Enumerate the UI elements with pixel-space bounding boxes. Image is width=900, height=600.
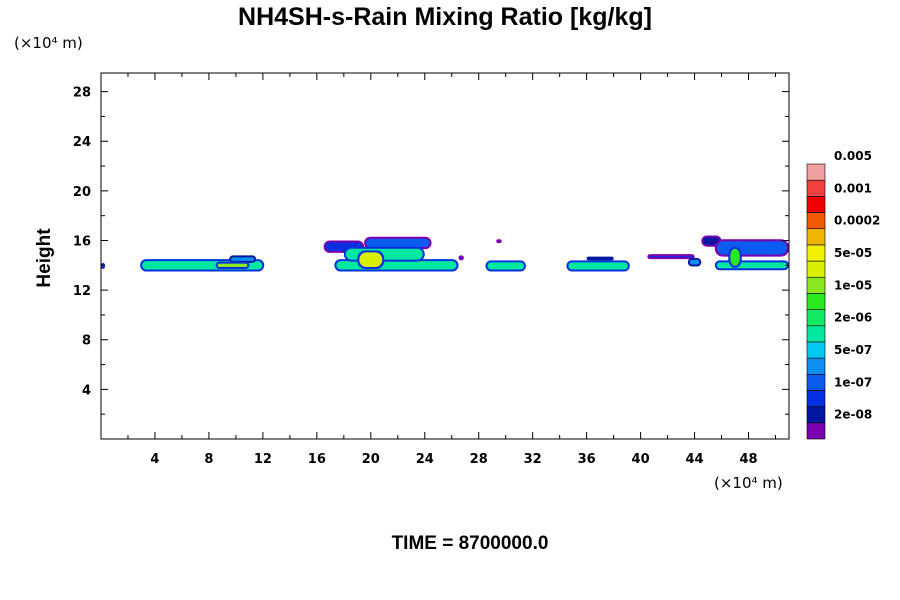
colorbar-swatch xyxy=(806,212,826,230)
colorbar-swatch xyxy=(806,260,826,278)
contour-region-2 xyxy=(231,257,255,261)
colorbar-swatch xyxy=(806,163,826,181)
colorbar-label: 2e-06 xyxy=(834,311,872,325)
contour-region-15 xyxy=(689,259,700,265)
y-tick-label: 12 xyxy=(73,284,91,299)
contour-region-17 xyxy=(716,241,787,255)
colorbar-swatch xyxy=(806,309,826,327)
colorbar-label: 1e-07 xyxy=(834,375,872,389)
x-axis-unit: (×10⁴ m) xyxy=(714,474,783,492)
x-axis-ticks: 4 8 12 16 20 24 28 32 36 40 44 48 xyxy=(100,73,777,467)
contour-region-edge-10 xyxy=(496,239,502,243)
colorbar-label: 2e-08 xyxy=(834,408,872,422)
y-axis-unit: (×10⁴ m) xyxy=(14,34,83,52)
x-tick-label: 20 xyxy=(362,452,380,467)
y-tick-label: 16 xyxy=(73,234,91,249)
x-tick-label: 32 xyxy=(524,452,542,467)
contour-region-12 xyxy=(568,262,628,270)
contour-region-9 xyxy=(460,257,462,259)
x-tick-label: 28 xyxy=(470,452,488,467)
colorbar-label: 0.005 xyxy=(834,149,872,163)
y-tick-label: 20 xyxy=(73,185,91,200)
colorbar-swatch xyxy=(806,293,826,310)
x-tick-label: 36 xyxy=(578,452,596,467)
x-tick-label: 48 xyxy=(739,452,757,467)
x-tick-label: 44 xyxy=(686,452,704,467)
colorbar-label: 1e-05 xyxy=(834,278,872,292)
colorbar-swatch xyxy=(806,228,826,246)
colorbar-swatch xyxy=(806,276,826,294)
chart-title: NH4SH-s-Rain Mixing Ratio [kg/kg] xyxy=(238,3,652,31)
colorbar-swatch xyxy=(806,373,826,391)
x-tick-label: 8 xyxy=(204,452,213,467)
contour-region-19 xyxy=(730,248,740,266)
y-axis-ticks: 4 8 12 16 20 24 28 xyxy=(73,86,789,440)
time-label: TIME = 8700000.0 xyxy=(392,533,549,554)
contour-region-6 xyxy=(336,261,457,270)
colorbar-swatch xyxy=(806,179,826,197)
colorbar: 2e-08 1e-07 5e-07 2e-06 1e-05 5e-05 0.0002 0.00… xyxy=(806,149,880,440)
contour-region-11 xyxy=(487,262,524,270)
y-tick-label: 8 xyxy=(82,334,91,349)
contour-region-5 xyxy=(366,238,430,248)
x-tick-label: 16 xyxy=(308,452,326,467)
colorbar-label: 0.0002 xyxy=(834,214,880,228)
colorbar-swatch xyxy=(806,325,826,343)
y-axis-label: Height xyxy=(34,228,55,288)
colorbar-swatch xyxy=(806,390,826,407)
colorbar-swatch xyxy=(806,357,826,375)
y-tick-label: 4 xyxy=(82,383,91,398)
plot-frame xyxy=(100,72,790,440)
contour-region-8 xyxy=(359,252,383,268)
colorbar-label: 0.001 xyxy=(834,181,872,195)
colorbar-swatch xyxy=(806,244,826,262)
y-tick-label: 28 xyxy=(73,86,91,101)
x-tick-label: 4 xyxy=(150,452,159,467)
contour-region-16 xyxy=(703,237,720,245)
contour-region-3 xyxy=(217,263,248,268)
colorbar-swatch xyxy=(806,196,826,213)
contour-region-18 xyxy=(716,262,787,269)
colorbar-swatch xyxy=(806,422,826,440)
colorbar-label: 5e-07 xyxy=(834,343,872,357)
x-tick-label: 24 xyxy=(416,452,434,467)
colorbar-swatch xyxy=(806,406,826,424)
contour-region-edge-13 xyxy=(586,256,614,261)
x-tick-label: 40 xyxy=(632,452,650,467)
x-tick-label: 12 xyxy=(254,452,272,467)
plot-data-layer xyxy=(101,235,789,272)
colorbar-label: 5e-05 xyxy=(834,246,872,260)
contour-region-14 xyxy=(649,256,693,258)
colorbar-swatch xyxy=(806,341,826,359)
y-tick-label: 24 xyxy=(73,135,91,150)
